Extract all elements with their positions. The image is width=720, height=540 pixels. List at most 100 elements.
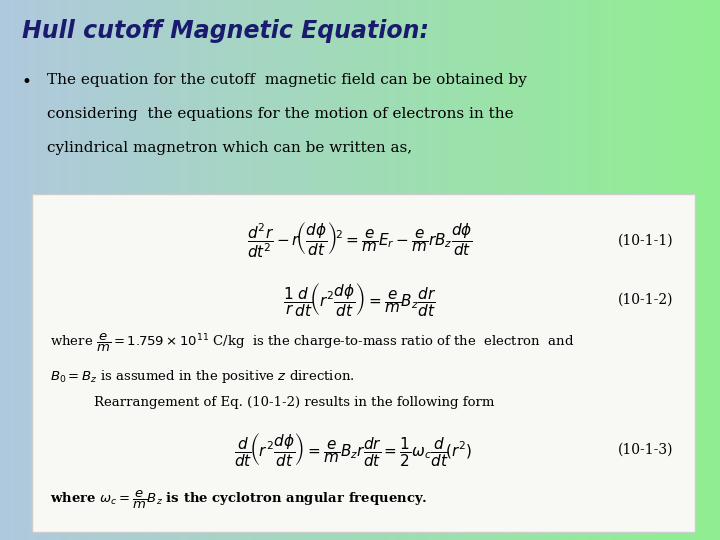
Bar: [238, 0, 240, 540]
Bar: [369, 0, 372, 540]
Bar: [50, 0, 53, 540]
Bar: [259, 0, 261, 540]
Bar: [391, 0, 394, 540]
Bar: [185, 0, 187, 540]
Bar: [672, 0, 675, 540]
Bar: [257, 0, 259, 540]
Text: (10-1-1): (10-1-1): [618, 233, 673, 247]
Bar: [72, 0, 74, 540]
Bar: [358, 0, 360, 540]
Bar: [286, 0, 288, 540]
Bar: [425, 0, 427, 540]
Bar: [487, 0, 490, 540]
Bar: [91, 0, 94, 540]
Bar: [646, 0, 648, 540]
Bar: [168, 0, 171, 540]
Bar: [331, 0, 333, 540]
Bar: [194, 0, 197, 540]
Bar: [324, 0, 326, 540]
Bar: [106, 0, 108, 540]
Bar: [394, 0, 396, 540]
Bar: [187, 0, 189, 540]
Bar: [667, 0, 670, 540]
Bar: [698, 0, 701, 540]
Bar: [477, 0, 480, 540]
Bar: [84, 0, 86, 540]
Bar: [588, 0, 590, 540]
Text: cylindrical magnetron which can be written as,: cylindrical magnetron which can be writt…: [47, 141, 412, 155]
Bar: [533, 0, 535, 540]
Bar: [650, 0, 653, 540]
Bar: [648, 0, 650, 540]
Bar: [542, 0, 545, 540]
Bar: [17, 0, 19, 540]
Bar: [43, 0, 45, 540]
Bar: [38, 0, 41, 540]
Bar: [562, 0, 564, 540]
Bar: [153, 0, 156, 540]
Bar: [641, 0, 643, 540]
Bar: [250, 0, 252, 540]
Bar: [444, 0, 446, 540]
Text: Rearrangement of Eq. (10-1-2) results in the following form: Rearrangement of Eq. (10-1-2) results in…: [94, 396, 494, 409]
Bar: [305, 0, 307, 540]
Bar: [142, 0, 144, 540]
Bar: [9, 0, 12, 540]
Bar: [468, 0, 470, 540]
Bar: [189, 0, 192, 540]
Bar: [410, 0, 413, 540]
Bar: [55, 0, 58, 540]
Bar: [703, 0, 706, 540]
Bar: [466, 0, 468, 540]
Bar: [521, 0, 523, 540]
Bar: [319, 0, 322, 540]
Bar: [346, 0, 348, 540]
Bar: [387, 0, 389, 540]
Bar: [283, 0, 286, 540]
Bar: [96, 0, 99, 540]
Bar: [182, 0, 185, 540]
Bar: [605, 0, 607, 540]
Bar: [439, 0, 441, 540]
Bar: [482, 0, 485, 540]
Bar: [12, 0, 14, 540]
Bar: [245, 0, 247, 540]
Bar: [171, 0, 173, 540]
Bar: [583, 0, 585, 540]
Bar: [629, 0, 631, 540]
Bar: [389, 0, 391, 540]
Bar: [569, 0, 571, 540]
Bar: [367, 0, 369, 540]
Bar: [634, 0, 636, 540]
Bar: [0, 0, 2, 540]
Bar: [279, 0, 281, 540]
Bar: [221, 0, 223, 540]
Bar: [564, 0, 567, 540]
Bar: [626, 0, 629, 540]
Bar: [36, 0, 38, 540]
Bar: [281, 0, 283, 540]
Bar: [63, 0, 65, 540]
Bar: [178, 0, 180, 540]
Bar: [264, 0, 266, 540]
Bar: [101, 0, 103, 540]
Bar: [571, 0, 574, 540]
Bar: [631, 0, 634, 540]
Bar: [653, 0, 655, 540]
Text: $\dfrac{d}{dt}\!\left(r^2\dfrac{d\phi}{dt}\right) = \dfrac{e}{m}B_z r\dfrac{dr}{: $\dfrac{d}{dt}\!\left(r^2\dfrac{d\phi}{d…: [233, 431, 472, 468]
Bar: [509, 0, 511, 540]
Bar: [65, 0, 67, 540]
Bar: [718, 0, 720, 540]
Bar: [598, 0, 600, 540]
Bar: [67, 0, 70, 540]
Bar: [595, 0, 598, 540]
Bar: [341, 0, 343, 540]
Bar: [470, 0, 473, 540]
Bar: [156, 0, 158, 540]
Bar: [261, 0, 264, 540]
Bar: [432, 0, 434, 540]
Bar: [518, 0, 521, 540]
Bar: [485, 0, 487, 540]
Bar: [353, 0, 355, 540]
Bar: [446, 0, 449, 540]
